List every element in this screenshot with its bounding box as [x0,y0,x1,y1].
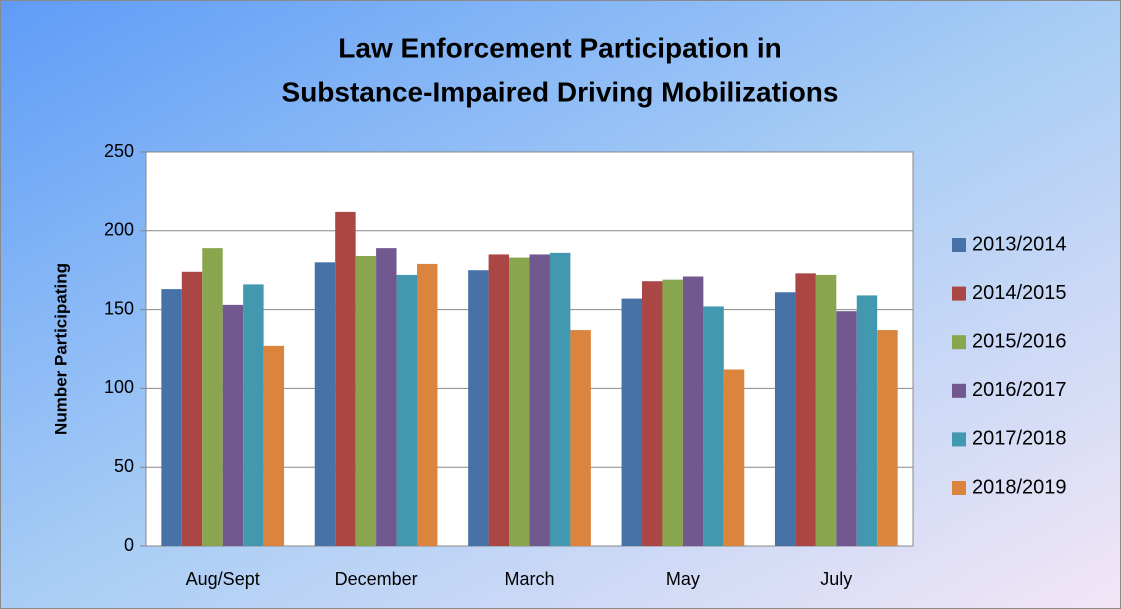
bar [468,270,489,546]
bar [621,298,642,546]
x-tick-label: December [335,569,418,589]
bar [488,254,510,546]
legend-label: 2014/2015 [972,282,1067,304]
bar [877,330,898,546]
x-tick-label: May [666,569,700,589]
legend-label: 2017/2018 [972,428,1067,450]
bar [181,271,203,546]
bar [774,292,796,546]
legend-label: 2018/2019 [972,476,1067,498]
y-tick-label: 200 [104,220,134,240]
y-tick-label: 100 [104,377,134,397]
legend-swatch [952,238,966,252]
x-tick-label: Aug/Sept [186,569,260,589]
bar [335,211,356,546]
bar [509,257,530,546]
y-axis-label: Number Participating [51,263,70,435]
legend-label: 2013/2014 [972,233,1067,255]
legend-swatch [952,481,966,495]
bar [836,311,857,546]
bar [314,262,336,546]
legend-swatch [952,432,966,447]
bar [161,289,182,546]
x-tick-label: July [820,569,852,589]
y-tick-label: 150 [104,298,134,318]
y-tick-label: 250 [104,141,134,161]
y-tick-label: 50 [114,456,134,476]
bar [703,306,724,546]
y-tick-label: 0 [124,535,134,555]
legend-swatch [952,383,966,398]
bar [417,263,438,546]
bar [641,281,663,546]
bar [662,279,683,546]
bar [529,254,550,546]
bar [263,345,285,546]
bar [243,284,264,546]
bar [682,276,704,546]
bar [222,304,244,546]
bar [815,274,837,546]
x-tick-label: March [504,569,554,589]
bar [570,330,591,546]
legend-swatch [952,335,966,350]
bar [355,256,377,546]
legend-label: 2015/2016 [972,330,1067,352]
legend-swatch [952,286,966,301]
bar [549,252,571,546]
bar [202,248,223,547]
bar [723,369,745,546]
chart-title: Law Enforcement Participation in [338,32,781,63]
bar [396,274,418,546]
bar [376,248,397,547]
bar [795,273,816,546]
legend-label: 2016/2017 [972,379,1067,401]
bar [856,295,878,546]
chart-title: Substance-Impaired Driving Mobilizations [282,76,839,107]
